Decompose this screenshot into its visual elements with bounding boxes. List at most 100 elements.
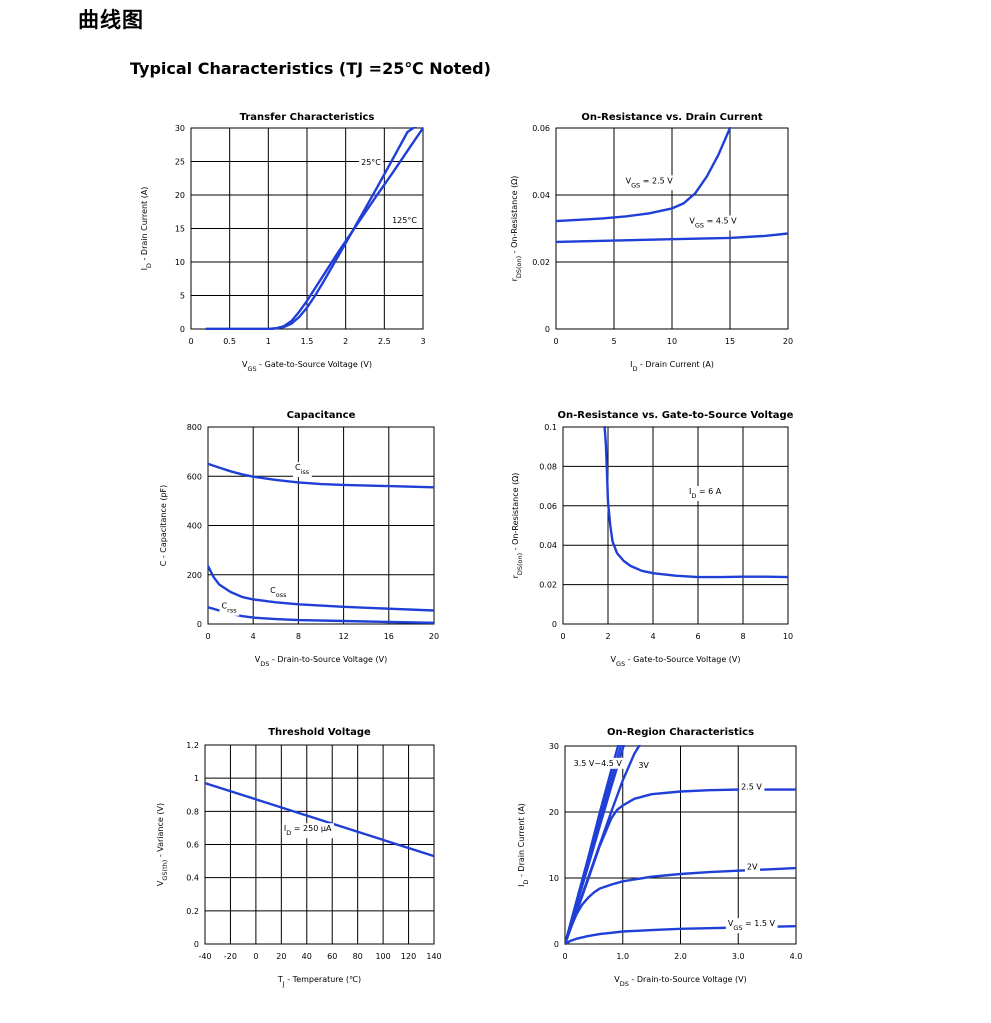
x-tick-label: 0 [205,632,210,641]
annotation-label: 3V [638,761,649,770]
x-tick-label: 2.5 [378,337,391,346]
y-tick-label: 10 [175,258,185,267]
x-axis-label: VGS - Gate-to-Source Voltage (V) [242,360,372,373]
y-tick-label: 400 [187,522,202,531]
y-tick-label: 1 [194,774,199,783]
x-tick-label: 4 [650,632,655,641]
y-tick-label: 30 [549,742,559,751]
y-tick-label: 0 [180,325,185,334]
annotation-bg [744,861,761,873]
y-tick-label: 0.6 [186,841,199,850]
series-coss [208,564,434,612]
annotation-label: Ciss [295,463,310,476]
chart-threshold: Threshold Voltage -40 -20 0 20 40 60 80 100 120 14… [156,727,442,988]
chart-title: Transfer Characteristics [240,112,375,123]
plot-frame [564,745,797,945]
annotation-bg [390,215,420,227]
x-tick-label: -20 [224,952,237,961]
y-tick-label: 0.1 [544,423,557,432]
y-tick-label: 0 [552,620,557,629]
plot-frame [562,426,789,625]
series-group [205,127,423,330]
annotation-bg [359,156,384,168]
x-tick-label: 0 [560,632,565,641]
x-axis-label: TJ - Temperature (℃) [277,975,361,988]
y-axis-label: rDS(on) - On-Resistance (Ω) [510,176,523,282]
annotation-label: ID = 250 μA [284,824,332,837]
y-tick-label: 30 [175,124,185,133]
y-tick-label: 20 [549,808,559,817]
y-axis-label: ID - Drain Current (A) [140,187,153,271]
annotation-label: VGS = 1.5 V [728,919,776,932]
series-vgs-2-5-v [556,127,732,223]
y-tick-label: 0.8 [186,807,199,816]
y-tick-label: 0 [554,940,559,949]
annotation-bg [623,175,676,191]
y-tick-label: 0 [545,325,550,334]
annotation-bg [739,781,765,793]
y-axis-label: VGS(th) - Variance (V) [156,803,169,886]
annotation-label: 2.5 V [741,783,762,792]
annotation-bg [281,823,334,839]
x-tick-label: 6 [695,632,700,641]
y-tick-label: 0.02 [539,581,557,590]
y-tick-label: 0.04 [539,541,557,550]
y-tick-label: 0.08 [539,462,557,471]
series-group [205,781,434,858]
page-title: 曲线图 [78,8,144,32]
y-tick-label: 0.06 [532,124,550,133]
y-tick-label: 0.06 [539,502,557,511]
x-tick-label: 2 [605,632,610,641]
annotation-bg [687,215,740,231]
annotation-label: 125°C [392,216,417,225]
series-group [208,462,434,624]
x-tick-label: 120 [401,952,416,961]
annotation-label: VGS = 4.5 V [689,216,737,229]
annotation-label: ID = 6 A [689,487,722,500]
x-tick-label: 1 [266,337,271,346]
series-ciss [208,462,434,489]
series-group [603,426,788,579]
chart-title: On-Resistance vs. Drain Current [581,112,762,123]
y-tick-label: 0 [197,620,202,629]
x-tick-label: 4.0 [790,952,803,961]
x-tick-label: 80 [353,952,363,961]
chart-title: On-Resistance vs. Gate-to-Source Voltage [558,410,794,421]
series-id-6-a [603,426,788,579]
x-tick-label: -40 [198,952,211,961]
annotation-label: 25°C [361,158,381,167]
annotation-label: 3.5 V~4.5 V [574,759,623,768]
x-tick-label: 0 [253,952,258,961]
series-vgs-4-5-v [556,232,788,244]
x-tick-label: 15 [725,337,735,346]
x-tick-label: 8 [296,632,301,641]
y-tick-label: 20 [175,191,185,200]
y-tick-label: 5 [180,292,185,301]
x-tick-label: 10 [667,337,677,346]
plot-frame [204,744,435,945]
chart-title: On-Region Characteristics [607,727,754,738]
annotation-bg [636,759,652,771]
y-axis-label: ID - Drain Current (A) [517,803,530,887]
x-tick-label: 1.0 [616,952,629,961]
x-tick-label: 0 [562,952,567,961]
y-tick-label: 10 [549,874,559,883]
x-tick-label: 2 [343,337,348,346]
x-axis-label: ID - Drain Current (A) [630,360,714,373]
chart-on_region: On-Region Characteristics 0 1.0 2.0 3.0 4.0 0 1… [517,727,802,988]
plot-frame [207,426,435,625]
x-tick-label: 1.5 [301,337,314,346]
annotation-label: VGS = 2.5 V [626,176,674,189]
x-axis-label: VDS - Drain-to-Source Voltage (V) [614,975,746,988]
x-tick-label: 3 [420,337,425,346]
x-tick-label: 4 [251,632,256,641]
y-tick-label: 0 [194,940,199,949]
x-tick-label: 3.0 [732,952,745,961]
x-tick-label: 20 [276,952,286,961]
annotation-label: Crss [222,602,238,615]
annotation-label: 2V [747,862,758,871]
x-tick-label: 16 [384,632,394,641]
x-tick-label: 100 [375,952,390,961]
